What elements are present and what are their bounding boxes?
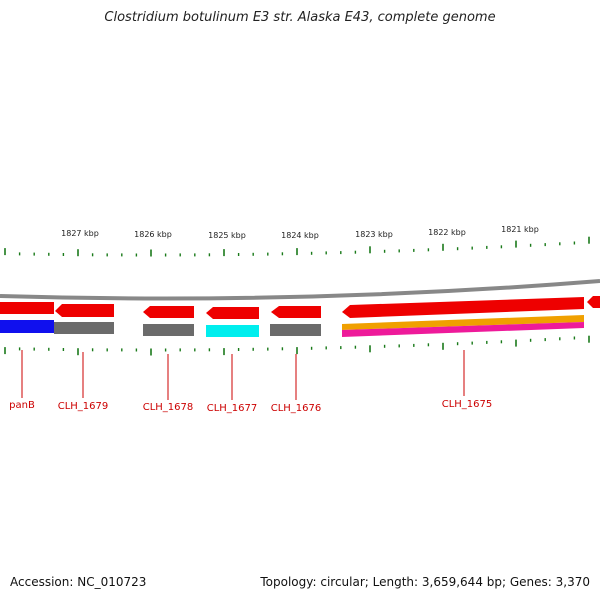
feature-bar-blue (0, 320, 54, 333)
gene-label-CLH_1676: CLH_1676 (271, 403, 322, 414)
feature-bar-grey-1676 (270, 324, 321, 336)
gene-arrow-CLH_1679 (55, 304, 114, 317)
tick-row-top (4, 236, 590, 257)
topology-text: Topology: circular; Length: 3,659,644 bp… (260, 575, 590, 589)
feature-bars-lower (0, 315, 584, 337)
gene-arrow-panB (0, 302, 54, 314)
kbp-label-1822: 1822 kbp (428, 228, 466, 237)
gene-arrow-CLH_1677 (206, 307, 259, 319)
kbp-label-1823: 1823 kbp (355, 230, 393, 239)
gene-arrows-upper (0, 296, 600, 319)
gene-label-CLH_1675: CLH_1675 (442, 399, 493, 410)
gene-arrow-next (587, 296, 600, 308)
gene-leader-lines (21, 350, 465, 400)
gene-label-panB: panB (9, 400, 35, 411)
gene-arrow-CLH_1675 (342, 297, 584, 318)
feature-bar-orange-1675 (342, 315, 584, 330)
kbp-label-1827: 1827 kbp (61, 229, 99, 238)
kbp-label-1824: 1824 kbp (281, 231, 319, 240)
gene-label-CLH_1678: CLH_1678 (143, 402, 194, 413)
gene-label-CLH_1679: CLH_1679 (58, 401, 109, 412)
feature-bar-grey-1679 (54, 322, 114, 334)
kbp-label-1821: 1821 kbp (501, 225, 539, 234)
feature-bar-grey-1678 (143, 324, 194, 336)
gene-arrow-CLH_1678 (143, 306, 194, 318)
tick-row-bottom (4, 335, 590, 356)
map-title: Clostridium botulinum E3 str. Alaska E43… (104, 10, 496, 25)
accession-text: Accession: NC_010723 (10, 575, 147, 589)
feature-bar-magenta-1675 (342, 322, 584, 337)
gene-label-CLH_1677: CLH_1677 (207, 403, 258, 414)
gene-arrow-CLH_1676 (271, 306, 321, 318)
kbp-label-1825: 1825 kbp (208, 231, 246, 240)
genome-backbone (0, 279, 600, 301)
feature-bar-cyan-1677 (206, 325, 259, 337)
kbp-label-1826: 1826 kbp (134, 230, 172, 239)
